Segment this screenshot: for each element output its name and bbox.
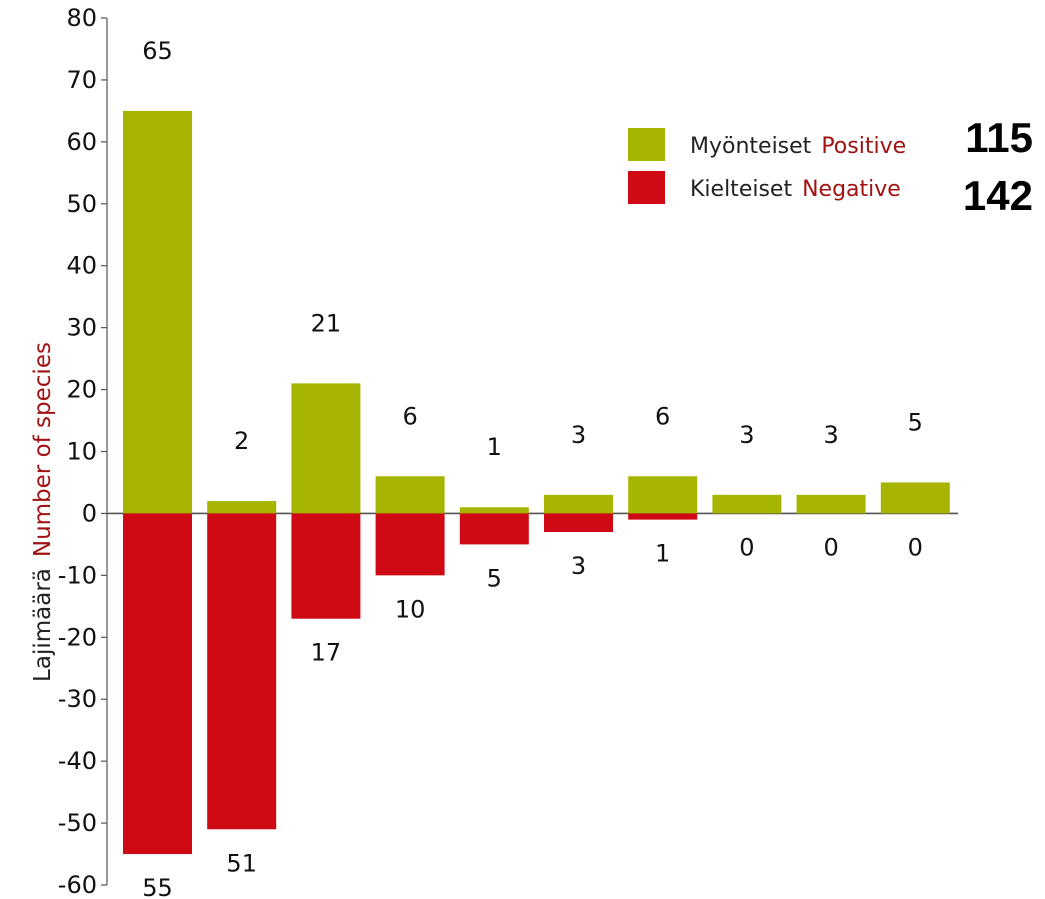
bar-negative	[459, 513, 529, 545]
y-tick-label: -40	[58, 747, 97, 775]
legend-negative-fi: Kielteiset	[690, 177, 792, 202]
y-tick-label: 80	[66, 4, 97, 32]
y-axis-title-en: Number of species	[30, 342, 56, 557]
y-tick-label: 40	[66, 252, 97, 280]
legend-label-negative: Kielteiset Negative	[690, 177, 901, 202]
y-tick-label: 50	[66, 190, 97, 218]
bar-positive	[459, 507, 529, 514]
bar-positive	[123, 110, 192, 514]
bar-positive	[207, 501, 277, 514]
legend-total-negative: 142	[963, 172, 1033, 219]
data-label-positive: 1	[487, 433, 502, 461]
y-tick-label: 60	[66, 128, 97, 156]
y-tick-label: 20	[66, 376, 97, 404]
bar-negative	[375, 513, 445, 576]
data-label-negative: 55	[142, 874, 173, 899]
bar-negative	[123, 513, 192, 855]
data-label-negative: 5	[487, 564, 502, 592]
legend-swatch-negative	[628, 171, 665, 204]
data-label-negative: 17	[311, 639, 342, 667]
y-axis-title: Lajimäärä Number of species	[30, 342, 56, 682]
data-label-negative: 0	[739, 533, 754, 561]
y-tick-label: 0	[82, 499, 97, 527]
data-label-negative: 0	[823, 533, 838, 561]
y-tick-label: -30	[58, 685, 97, 713]
data-labels: 65 55 2 51 21 17 6 10 1 5 3 3 6 1 3 0 3 0 5 0	[142, 37, 923, 899]
data-label-positive: 2	[234, 427, 249, 455]
data-label-negative: 1	[655, 540, 670, 568]
y-tick-label: -10	[58, 561, 97, 589]
legend-label-positive: Myönteiset Positive	[690, 134, 906, 159]
legend-swatch-positive	[628, 128, 665, 161]
legend-positive-fi: Myönteiset	[690, 134, 812, 159]
data-label-positive: 6	[655, 402, 670, 430]
legend-positive-en: Positive	[821, 134, 906, 159]
bar-positive	[291, 383, 361, 514]
legend: Myönteiset Positive 115 Kielteiset Negat…	[628, 114, 1033, 219]
y-tick-label: -60	[58, 871, 97, 899]
data-label-positive: 3	[823, 421, 838, 449]
legend-negative-en: Negative	[802, 177, 901, 202]
bar-negative	[291, 513, 361, 619]
data-label-positive: 65	[142, 37, 173, 65]
bar-negative	[544, 513, 613, 533]
legend-total-positive: 115	[965, 114, 1033, 161]
bar-negative	[628, 513, 698, 520]
y-axis-title-fi: Lajimäärä	[30, 568, 56, 682]
bar-positive	[712, 494, 782, 514]
data-label-positive: 21	[311, 309, 342, 337]
bar-positive	[375, 476, 445, 514]
bar-positive	[880, 482, 950, 514]
bar-positive	[796, 494, 866, 514]
y-tick-label: 70	[66, 66, 97, 94]
data-label-positive: 3	[739, 421, 754, 449]
data-label-negative: 51	[226, 849, 257, 877]
data-label-positive: 5	[908, 408, 923, 436]
data-label-negative: 3	[571, 552, 586, 580]
y-tick-label: -50	[58, 809, 97, 837]
bar-positive	[628, 476, 698, 514]
data-label-negative: 10	[395, 595, 426, 623]
data-label-negative: 0	[908, 533, 923, 561]
y-tick-label: 30	[66, 314, 97, 342]
y-tick-label: 10	[66, 438, 97, 466]
data-label-positive: 6	[402, 402, 417, 430]
bar-positive	[544, 494, 613, 514]
bar-negative	[207, 513, 277, 830]
data-label-positive: 3	[571, 421, 586, 449]
bars	[123, 110, 950, 855]
y-tick-label: -20	[58, 623, 97, 651]
